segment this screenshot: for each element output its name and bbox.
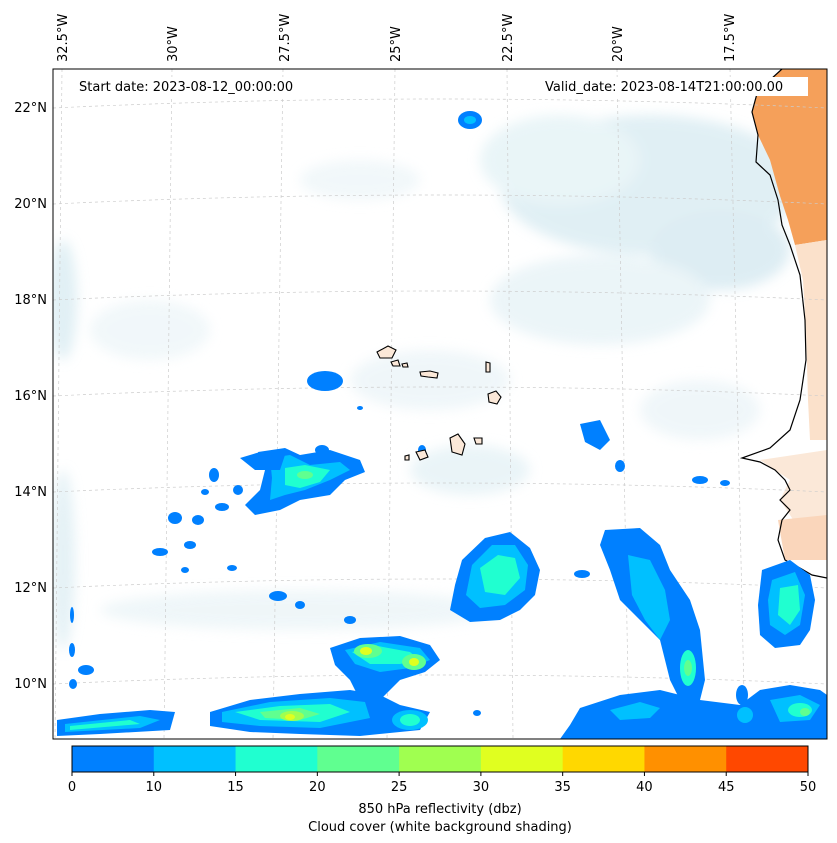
coastline: [739, 69, 827, 579]
colorbar-tick-label: 25: [391, 780, 408, 795]
map-panel: Start date: 2023-08-12_00:00:00 Valid_da…: [52, 68, 828, 740]
latitude-labels: 22°N 20°N 18°N 16°N 14°N 12°N 10°N: [14, 101, 47, 692]
colorbar-tick-label: 45: [718, 780, 735, 795]
lon-tick-label: 30°W: [166, 26, 181, 62]
graticule: [53, 69, 827, 739]
colorbar-tick-label: 30: [473, 780, 490, 795]
lon-tick-label: 20°W: [611, 26, 626, 62]
colorbar-cell: [399, 746, 482, 772]
colorbar-ticks: 0 10 15 20 25 30 35 40 45 50: [68, 772, 816, 795]
lat-tick-label: 16°N: [14, 389, 47, 404]
colorbar-subtitle: Cloud cover (white background shading): [308, 820, 572, 835]
longitude-labels: 32.5°W 30°W 27.5°W 25°W 22.5°W 20°W 17.5…: [56, 14, 738, 62]
colorbar-tick-label: 20: [309, 780, 326, 795]
colorbar-tick-label: 40: [636, 780, 653, 795]
lat-tick-label: 20°N: [14, 197, 47, 212]
colorbar-cell: [235, 746, 318, 772]
lon-tick-label: 25°W: [389, 26, 404, 62]
colorbar-cell: [72, 746, 155, 772]
cloud-cover-shading: [53, 115, 800, 650]
colorbar-frame: [71, 745, 809, 773]
africa-land: [739, 69, 827, 579]
colorbar-cell: [317, 746, 400, 772]
cape-verde-islands: [376, 345, 502, 461]
lon-tick-label: 27.5°W: [278, 14, 293, 62]
colorbar-cells: [72, 746, 809, 772]
lat-tick-label: 10°N: [14, 677, 47, 692]
colorbar-tick-label: 10: [146, 780, 163, 795]
lat-tick-label: 12°N: [14, 581, 47, 596]
colorbar-cell: [562, 746, 645, 772]
colorbar-cell: [480, 746, 564, 772]
colorbar-cell: [726, 746, 809, 772]
lat-tick-label: 14°N: [14, 485, 47, 500]
map-frame: [52, 68, 828, 740]
colorbar: 0 10 15 20 25 30 35 40 45 50 850 hPa reflectivity…: [68, 745, 816, 835]
colorbar-tick-label: 15: [227, 780, 244, 795]
lat-tick-label: 18°N: [14, 293, 47, 308]
valid-date-label: Valid_date: 2023-08-14T21:00:00.00: [545, 80, 783, 95]
colorbar-tick-label: 35: [554, 780, 571, 795]
colorbar-title: 850 hPa reflectivity (dbz): [358, 802, 521, 817]
start-date-label: Start date: 2023-08-12_00:00:00: [79, 80, 293, 95]
lon-tick-label: 17.5°W: [723, 14, 738, 62]
lon-tick-label: 22.5°W: [501, 14, 516, 62]
start-date-box: [72, 77, 312, 96]
lon-tick-label: 32.5°W: [56, 14, 71, 62]
colorbar-tick-label: 50: [800, 780, 817, 795]
lat-tick-label: 22°N: [14, 101, 47, 116]
colorbar-cell: [153, 746, 237, 772]
reflectivity-field: [57, 111, 827, 739]
colorbar-cell: [644, 746, 727, 772]
valid-date-box: [538, 77, 808, 96]
colorbar-tick-label: 0: [68, 780, 76, 795]
